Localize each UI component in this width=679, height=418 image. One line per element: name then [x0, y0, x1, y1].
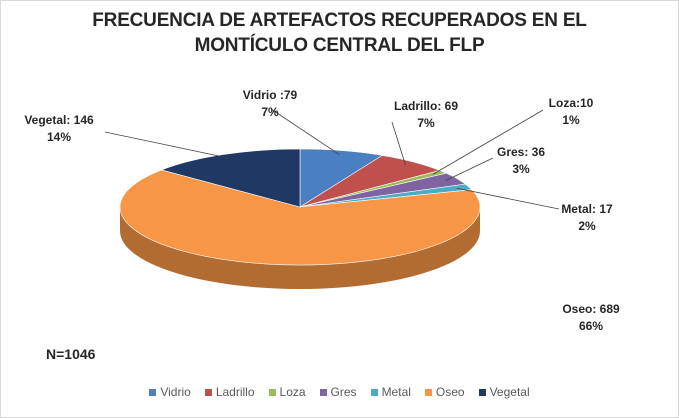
- data-label-percent-vidrio: 7%: [261, 105, 279, 119]
- data-label-percent-loza: 1%: [562, 113, 580, 127]
- data-label-percent-ladrillo: 7%: [417, 116, 435, 130]
- legend: Vidrio Ladrillo Loza Gres Metal Oseo Vegetal: [0, 385, 679, 399]
- data-label-loza: Loza:10: [549, 96, 594, 110]
- data-label-percent-gres: 3%: [512, 162, 530, 176]
- legend-item-ladrillo: Ladrillo: [204, 385, 255, 399]
- pie-side-oseo: [120, 207, 480, 289]
- legend-label-gres: Gres: [330, 385, 357, 399]
- legend-swatch-loza: [268, 388, 276, 396]
- legend-label-vidrio: Vidrio: [160, 385, 191, 399]
- legend-label-ladrillo: Ladrillo: [215, 385, 255, 399]
- chart-title-line-2: MONTÍCULO CENTRAL DEL FLP: [194, 35, 485, 56]
- leader-line-vidrio: [270, 108, 340, 155]
- legend-item-loza: Loza: [268, 385, 306, 399]
- data-label-percent-vegetal: 14%: [47, 130, 71, 144]
- legend-swatch-ladrillo: [204, 388, 212, 396]
- legend-swatch-vegetal: [478, 388, 486, 396]
- leader-line-metal: [456, 187, 560, 210]
- data-label-gres: Gres: 36: [497, 145, 545, 159]
- leader-line-gres: [445, 157, 494, 181]
- legend-item-vidrio: Vidrio: [149, 385, 191, 399]
- data-labels: Vidrio :79 7% Ladrillo: 69 7% Loza:10 1% Gres:…: [24, 88, 620, 333]
- legend-label-loza: Loza: [279, 385, 306, 399]
- chart-title-line-1: FRECUENCIA DE ARTEFACTOS RECUPERADOS EN …: [92, 10, 587, 31]
- legend-label-oseo: Oseo: [435, 385, 465, 399]
- data-label-metal: Metal: 17: [561, 202, 613, 216]
- leader-line-loza: [432, 109, 544, 175]
- data-label-ladrillo: Ladrillo: 69: [394, 99, 458, 113]
- legend-label-metal: Metal: [381, 385, 411, 399]
- chart-title: FRECUENCIA DE ARTEFACTOS RECUPERADOS EN …: [0, 8, 679, 58]
- data-label-vegetal: Vegetal: 146: [24, 113, 94, 127]
- legend-item-oseo: Oseo: [424, 385, 465, 399]
- data-label-percent-oseo: 66%: [579, 319, 603, 333]
- leader-line-ladrillo: [391, 121, 406, 166]
- legend-swatch-metal: [370, 388, 378, 396]
- data-label-oseo: Oseo: 689: [562, 302, 620, 316]
- leader-line-vegetal: [104, 131, 230, 159]
- pie-sides: [120, 207, 480, 289]
- pie-slice-oseo: [119, 169, 481, 266]
- pie-tops: [119, 148, 481, 266]
- data-label-percent-metal: 2%: [578, 219, 596, 233]
- legend-label-vegetal: Vegetal: [489, 385, 530, 399]
- legend-swatch-oseo: [424, 388, 432, 396]
- pie-slice-vegetal: [160, 148, 301, 208]
- legend-swatch-vidrio: [149, 388, 157, 396]
- legend-item-gres: Gres: [319, 385, 357, 399]
- sample-size-label: N=1046: [46, 346, 96, 362]
- data-label-vidrio: Vidrio :79: [243, 88, 298, 102]
- legend-item-metal: Metal: [370, 385, 411, 399]
- legend-item-vegetal: Vegetal: [478, 385, 530, 399]
- legend-swatch-gres: [319, 388, 327, 396]
